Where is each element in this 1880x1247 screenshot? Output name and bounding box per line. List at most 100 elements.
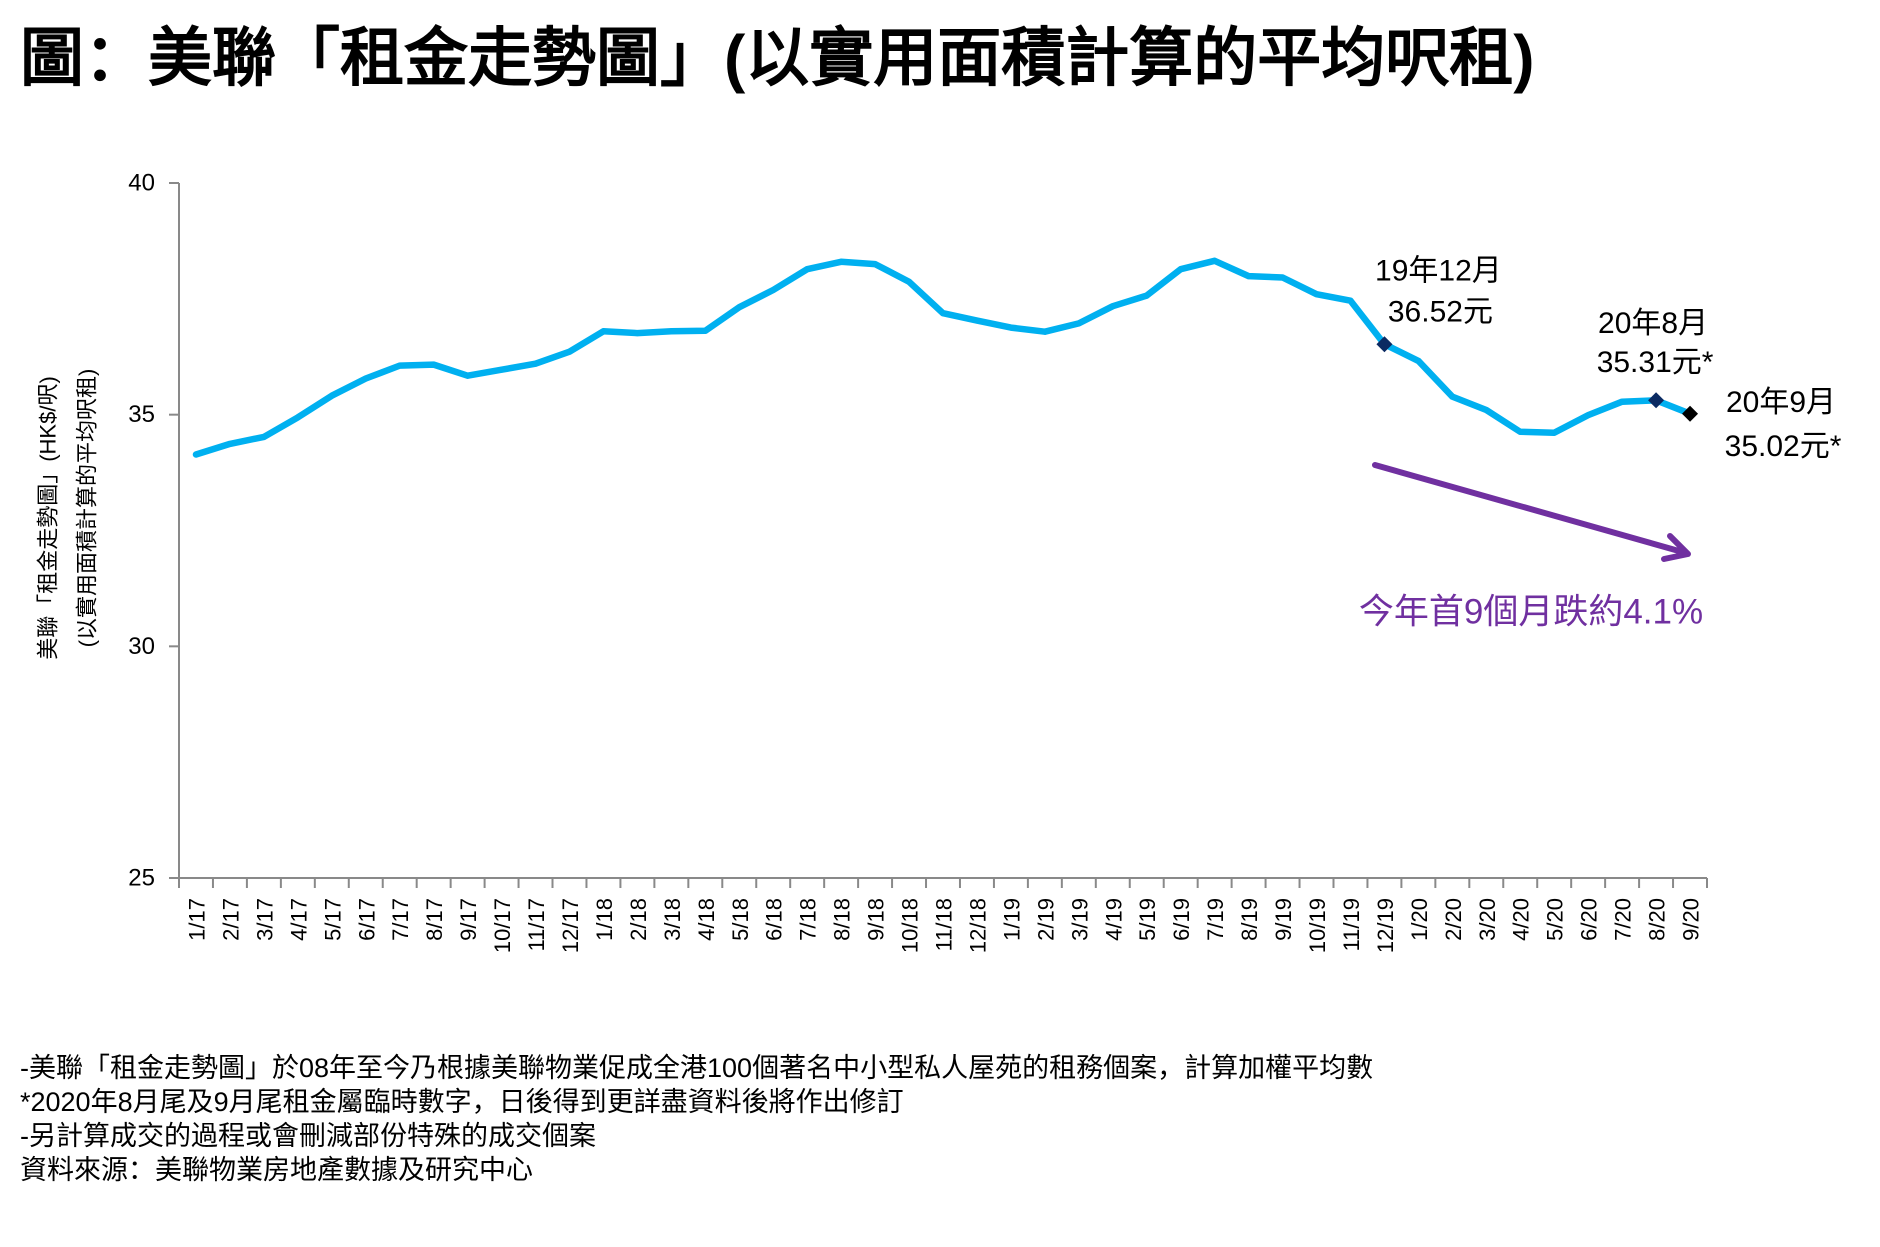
y-axis-title-line-2: (以實用面積計算的平均呎租) — [75, 369, 100, 648]
data-point — [1177, 266, 1184, 273]
data-point — [1109, 303, 1116, 310]
x-tick-label: 3/19 — [1067, 898, 1092, 941]
data-point — [736, 304, 743, 311]
trend-arrow — [1372, 462, 1691, 562]
data-point — [498, 366, 505, 373]
data-point — [532, 360, 539, 367]
x-tick-label: 6/18 — [762, 898, 787, 941]
trend-arrow-shaft — [1372, 462, 1689, 556]
data-point — [1517, 428, 1524, 435]
chart-title: 圖：美聯「租金走勢圖」(以實用面積計算的平均呎租) — [20, 22, 1535, 94]
highlight-marker — [1682, 405, 1699, 422]
data-point — [940, 310, 946, 317]
data-point — [1075, 320, 1082, 327]
x-tick-label: 8/17 — [422, 898, 447, 941]
annotation-label-value: 36.52元 — [1388, 296, 1493, 329]
x-tick-label: 10/19 — [1305, 898, 1330, 953]
data-point — [668, 328, 675, 335]
data-point — [396, 362, 403, 369]
x-tick-label: 8/19 — [1237, 898, 1262, 941]
annotation-label-value: 35.02元* — [1725, 430, 1842, 463]
data-point — [838, 258, 845, 265]
x-tick-label: 4/17 — [286, 898, 311, 941]
trend-note-label: 今年首9個月跌約4.1% — [1359, 593, 1703, 632]
data-point — [1313, 291, 1320, 298]
x-tick-label: 10/17 — [490, 898, 515, 953]
data-point — [1279, 274, 1286, 281]
x-tick-label: 8/18 — [830, 898, 855, 941]
x-tick-label: 4/19 — [1101, 898, 1126, 941]
data-point — [1245, 273, 1252, 280]
x-tick-label: 12/17 — [558, 898, 583, 953]
arrow-head-icon — [1661, 533, 1691, 562]
annotations: 19年12月 36.52元 20年8月 35.31元* 20年9月 35.02元* — [1375, 255, 1842, 464]
x-tick-label: 2/18 — [626, 898, 651, 941]
data-point — [1143, 292, 1150, 299]
data-point — [1483, 407, 1490, 413]
data-point — [193, 451, 199, 458]
x-tick-label: 5/18 — [728, 898, 753, 941]
data-point — [906, 278, 912, 285]
data-point — [1007, 324, 1014, 331]
x-tick-label: 8/20 — [1645, 898, 1670, 941]
y-tick-label: 40 — [128, 170, 155, 197]
annotation-label-date: 20年8月 — [1598, 307, 1708, 340]
data-point — [1619, 398, 1626, 405]
data-point — [464, 372, 471, 379]
x-tick-label: 3/20 — [1475, 898, 1500, 941]
footnote-provisional: *2020年8月尾及9月尾租金屬臨時數字，日後得到更詳盡資料後將作出修訂 — [20, 1087, 904, 1117]
data-point — [260, 433, 267, 440]
data-point — [702, 327, 709, 334]
x-tick-label: 2/19 — [1033, 898, 1058, 941]
x-tick-label: 11/19 — [1339, 898, 1364, 951]
footnote-methodology: -美聯「租金走勢圖」於08年至今乃根據美聯物業促成全港100個著名中小型私人屋苑… — [20, 1053, 1374, 1083]
y-tick-label: 35 — [128, 401, 155, 428]
x-tick-label: 6/17 — [354, 898, 379, 941]
y-axis-title-line-1: 美聯「租金走勢圖」(HK$/呎) — [36, 376, 61, 660]
data-point — [872, 261, 879, 268]
x-tick-label: 1/19 — [999, 898, 1024, 941]
data-point — [1449, 393, 1456, 400]
highlight-marker — [1376, 336, 1393, 353]
data-point — [430, 361, 437, 368]
x-tick-label: 11/17 — [524, 898, 549, 951]
x-tick-label: 1/17 — [184, 898, 209, 941]
x-tick-label: 9/18 — [864, 898, 889, 941]
x-tick-label: 2/20 — [1441, 898, 1466, 941]
axes: 25 30 35 40 — [128, 170, 1708, 892]
x-tick-label: 2/17 — [218, 898, 243, 941]
data-point — [226, 440, 233, 447]
series-line-rent — [192, 257, 1694, 458]
x-tick-label: 9/19 — [1271, 898, 1296, 941]
x-tick-label: 4/20 — [1509, 898, 1534, 941]
x-tick-label: 5/19 — [1135, 898, 1160, 941]
data-point — [1211, 257, 1218, 264]
x-tick-label: 1/18 — [592, 898, 617, 941]
x-tick-label: 9/17 — [456, 898, 481, 941]
data-point — [1041, 328, 1048, 335]
data-point — [600, 328, 607, 335]
data-point — [566, 348, 573, 355]
x-tick-label: 7/17 — [388, 898, 413, 941]
data-point — [770, 287, 777, 293]
x-tick-label: 6/19 — [1169, 898, 1194, 941]
y-tick-label: 30 — [128, 633, 155, 660]
x-tick-label: 10/18 — [898, 898, 923, 953]
x-tick-label: 3/17 — [252, 898, 277, 941]
data-point — [1551, 429, 1558, 436]
x-tick-label: 6/20 — [1577, 898, 1602, 941]
x-tick-label: 7/18 — [796, 898, 821, 941]
x-tick-label: 12/18 — [965, 898, 990, 953]
x-tick-label: 7/19 — [1203, 898, 1228, 941]
x-tick-label: 7/20 — [1611, 898, 1636, 941]
highlight-marker — [1648, 392, 1665, 409]
x-tick-label: 3/18 — [660, 898, 685, 941]
footnote-exclusions: -另計算成交的過程或會刪減部份特殊的成交個案 — [20, 1121, 596, 1151]
y-tick-label: 25 — [128, 865, 155, 892]
footnotes: -美聯「租金走勢圖」於08年至今乃根據美聯物業促成全港100個著名中小型私人屋苑… — [20, 1051, 1373, 1187]
data-point — [804, 266, 811, 273]
data-point — [634, 330, 641, 337]
x-tick-label: 9/20 — [1679, 898, 1704, 941]
data-point — [328, 392, 335, 399]
